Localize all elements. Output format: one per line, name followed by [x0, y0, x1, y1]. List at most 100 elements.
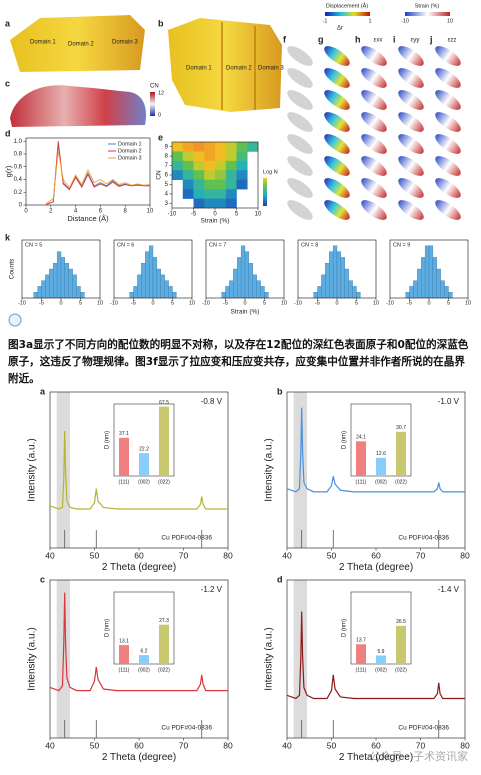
x-tick-label: 0	[59, 301, 62, 307]
histogram-bar	[37, 286, 42, 299]
histogram-bar	[129, 292, 134, 299]
histogram-bar	[221, 292, 226, 299]
inset-value-label: 13.1	[119, 638, 129, 644]
reference-label: Cu PDF#04-0836	[161, 725, 212, 732]
inset-value-label: 6.2	[141, 648, 148, 654]
strain-colorbar	[405, 12, 450, 16]
x-tick-label: 8	[124, 208, 128, 214]
histogram-bar	[344, 268, 349, 299]
strain-map	[324, 134, 350, 154]
inset-category-label: (022)	[395, 479, 407, 485]
strain-map	[398, 200, 424, 220]
histogram-bar	[332, 245, 338, 299]
heatmap-cell	[172, 170, 184, 181]
histogram-bar	[329, 251, 334, 299]
histogram-bar	[53, 263, 58, 299]
x-axis-label: 2 Theta (degree)	[102, 752, 176, 763]
inset-bar	[356, 644, 366, 664]
x-tick-label: 4	[74, 208, 78, 214]
heatmap-cell	[172, 151, 184, 162]
panel-label: k	[5, 232, 11, 242]
displacement-colorbar	[325, 12, 370, 16]
heatmap-cell	[225, 189, 237, 199]
colorbar-title: Displacement (Å)	[326, 2, 368, 9]
x-axis-label: 2 Theta (degree)	[339, 752, 413, 763]
histogram-bar	[409, 286, 414, 299]
y-axis-label: Intensity (a.u.)	[27, 438, 38, 501]
x-tick-label: 70	[416, 740, 426, 750]
heatmap-cell	[236, 151, 248, 162]
inset-value-label: 13.7	[356, 638, 366, 644]
x-tick-label: 80	[223, 550, 233, 560]
panel-label: j	[429, 34, 433, 44]
panel-label: d	[277, 574, 283, 584]
y-axis-label: Intensity (a.u.)	[264, 438, 275, 501]
histogram-bar	[148, 245, 154, 299]
histogram-bar	[248, 263, 253, 299]
inset-category-label: (111)	[119, 479, 130, 485]
x-tick-label: 10	[97, 301, 103, 307]
heatmap-cell	[182, 179, 194, 190]
x-axis-label: 2 Theta (degree)	[339, 562, 413, 573]
heatmap-cell	[204, 142, 216, 152]
x-tick-label: 5	[447, 301, 450, 307]
cn-colorbar	[150, 92, 155, 116]
inset-value-label: 27.3	[159, 618, 169, 624]
histogram-bar	[45, 274, 50, 299]
x-tick-label: 10	[373, 301, 379, 307]
y-tick-label: 4	[165, 191, 169, 197]
histogram-bar	[405, 292, 410, 299]
x-tick-label: 70	[416, 550, 426, 560]
strain-map	[398, 90, 424, 110]
heatmap-cell	[193, 142, 205, 152]
domain-label: Domain 1	[186, 66, 212, 72]
histogram-bar	[325, 263, 330, 299]
histogram-bar	[49, 268, 54, 299]
y-tick-label: 8	[165, 154, 169, 160]
x-tick-label: -5	[191, 211, 197, 217]
inset-category-label: (002)	[138, 479, 150, 485]
histogram-bar	[145, 251, 150, 299]
strain-map	[324, 68, 350, 88]
inset-y-label: D (nm)	[105, 431, 111, 449]
inset-value-label: 37.1	[119, 431, 129, 437]
panel-label: f	[283, 34, 287, 44]
domain-label: Domain 1	[30, 40, 56, 46]
reference-label: Cu PDF#04-0836	[398, 535, 449, 542]
inset-bar	[139, 453, 149, 476]
histogram-bar	[256, 280, 261, 299]
heatmap-cell	[225, 151, 237, 162]
x-tick-label: 0	[24, 208, 28, 214]
heatmap-cell	[182, 151, 194, 162]
domain-label: Domain 2	[68, 42, 94, 48]
inset-bar	[356, 441, 366, 476]
heatmap-cell	[215, 179, 227, 190]
colorbar-label: 10	[447, 18, 453, 24]
panel-label: b	[158, 18, 164, 28]
histogram-bar	[152, 257, 158, 299]
inset-category-label: (022)	[158, 667, 170, 673]
column-title: Δr	[337, 26, 343, 32]
inset-y-label: D (nm)	[342, 431, 348, 449]
histogram-bar	[56, 251, 62, 299]
heatmap-cell	[215, 189, 227, 199]
histogram-bar	[141, 263, 146, 299]
x-tick-label: -5	[315, 301, 320, 307]
strain-map	[324, 200, 350, 220]
histogram-bar	[156, 268, 161, 299]
legend-label: Domain 1	[118, 141, 142, 147]
histogram-bar	[160, 274, 165, 299]
inset-category-label: (002)	[375, 667, 387, 673]
x-tick-label: 0	[213, 211, 217, 217]
column-title: εxx	[374, 38, 383, 44]
histogram-bar	[137, 274, 142, 299]
histogram-bar	[240, 245, 246, 299]
histogram-bar	[440, 280, 445, 299]
x-tick-label: 70	[179, 740, 189, 750]
x-axis-label: Strain (%)	[231, 309, 260, 316]
histogram-bar	[424, 245, 430, 299]
inset-value-label: 22.2	[139, 446, 149, 452]
strain-map	[361, 178, 387, 198]
inset-category-label: (111)	[356, 479, 367, 485]
histogram-bar	[413, 280, 418, 299]
